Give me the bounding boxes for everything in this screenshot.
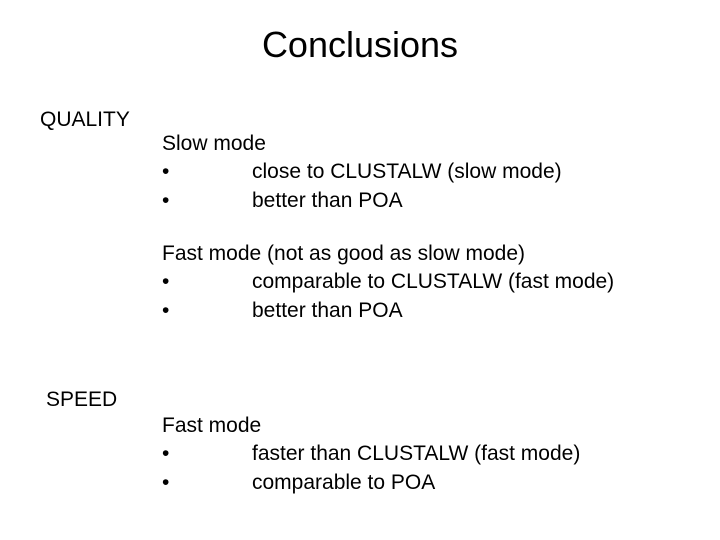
block-heading: Fast mode (not as good as slow mode) [162, 240, 614, 268]
bullet-icon: • [162, 158, 252, 186]
bullet-icon: • [162, 297, 252, 325]
block-heading: Slow mode [162, 130, 562, 158]
bullet-row: • comparable to POA [162, 469, 580, 497]
bullet-icon: • [162, 469, 252, 497]
section-label-speed: SPEED [46, 388, 117, 412]
bullet-text: faster than CLUSTALW (fast mode) [252, 440, 580, 468]
block-fast-mode-speed: Fast mode • faster than CLUSTALW (fast m… [162, 412, 580, 497]
bullet-text: better than POA [252, 187, 403, 215]
bullet-row: • faster than CLUSTALW (fast mode) [162, 440, 580, 468]
bullet-row: • better than POA [162, 297, 614, 325]
bullet-text: comparable to POA [252, 469, 435, 497]
slide-title: Conclusions [0, 24, 720, 66]
block-heading: Fast mode [162, 412, 580, 440]
bullet-text: comparable to CLUSTALW (fast mode) [252, 268, 614, 296]
bullet-icon: • [162, 187, 252, 215]
bullet-text: close to CLUSTALW (slow mode) [252, 158, 562, 186]
bullet-row: • close to CLUSTALW (slow mode) [162, 158, 562, 186]
bullet-text: better than POA [252, 297, 403, 325]
bullet-icon: • [162, 268, 252, 296]
block-fast-mode-quality: Fast mode (not as good as slow mode) • c… [162, 240, 614, 325]
section-label-quality: QUALITY [40, 108, 130, 132]
bullet-row: • better than POA [162, 187, 562, 215]
bullet-row: • comparable to CLUSTALW (fast mode) [162, 268, 614, 296]
block-slow-mode: Slow mode • close to CLUSTALW (slow mode… [162, 130, 562, 215]
bullet-icon: • [162, 440, 252, 468]
